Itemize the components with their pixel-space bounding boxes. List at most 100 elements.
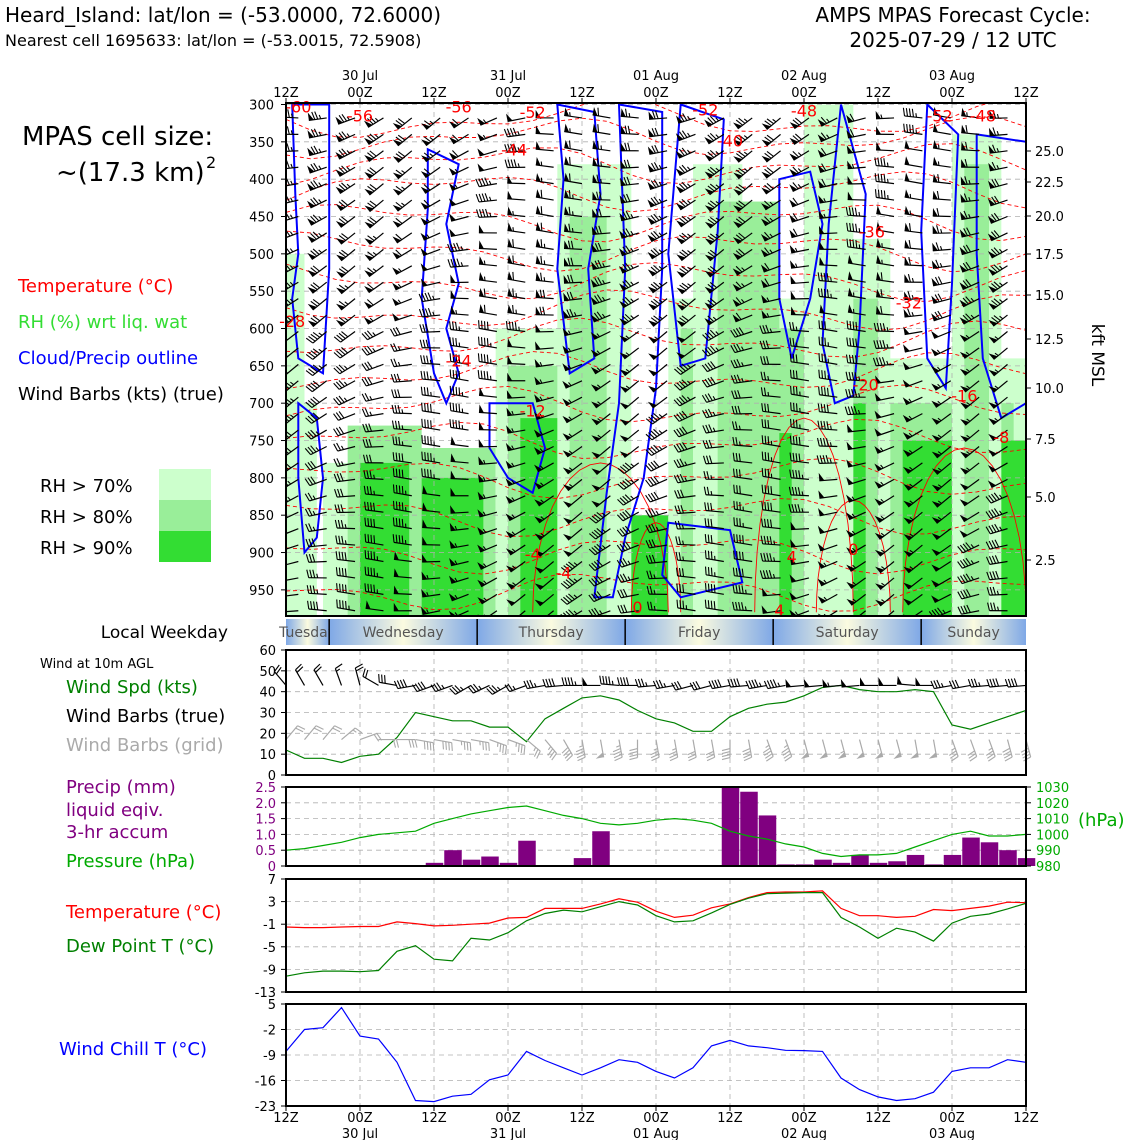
wind-ytick-label: 40: [259, 686, 276, 701]
barb-flag: [361, 363, 367, 371]
wind-barb: [932, 156, 951, 168]
barb-flag: [738, 551, 741, 560]
barb-flag: [624, 125, 628, 134]
wind-barb: [619, 176, 639, 187]
barb-flag: [341, 347, 348, 354]
barb-flag: [651, 128, 656, 137]
barb-pennant: [647, 146, 655, 155]
wind-barb: [286, 608, 299, 613]
profile-legend-label: Temperature (°C): [17, 276, 173, 297]
wind-barb: [535, 272, 554, 283]
temp-ytick-label: 7: [268, 873, 276, 888]
barb-flag: [367, 518, 370, 527]
wind-barb: [449, 337, 469, 349]
barb-half: [915, 113, 917, 118]
barb-flag: [625, 245, 631, 253]
barb-flag: [312, 569, 316, 578]
wind-barb: [591, 478, 611, 492]
barb-pennant: [563, 501, 572, 508]
barb-pennant: [893, 752, 902, 760]
barb-flag: [366, 345, 373, 354]
barb-pennant: [619, 195, 626, 204]
wind-barb: [419, 339, 441, 349]
wind-barb: [562, 308, 583, 319]
barb-flag: [423, 355, 426, 364]
wind-barb: [364, 265, 384, 278]
barb-pennant: [819, 752, 828, 760]
barb-half: [569, 483, 573, 488]
barb-flag: [484, 193, 489, 202]
barb-pennant: [479, 387, 484, 396]
barb-half: [645, 682, 648, 687]
barb-flag: [789, 369, 792, 378]
barb-flag: [286, 381, 292, 388]
wind-barb: [336, 599, 356, 612]
barb-pennant: [790, 260, 797, 269]
barb-pennant: [535, 323, 541, 332]
barb-pennant: [591, 500, 601, 507]
barb-flag: [561, 677, 565, 686]
barb-pennant: [961, 107, 967, 117]
barb-half: [482, 528, 487, 533]
barb-flag: [395, 484, 398, 494]
barb-staff: [423, 232, 441, 241]
barb-pennant: [507, 304, 513, 314]
barb-flag: [569, 291, 574, 300]
precip-pressure-panel: 00.51.01.52.02.59809901000101010201030(h…: [66, 777, 1125, 875]
barb-staff: [365, 445, 384, 448]
wind-barb: [390, 358, 412, 368]
temperature-contour-label: -32: [896, 293, 922, 312]
barb-flag: [479, 209, 483, 218]
wind-barb: [745, 679, 768, 690]
barb-half: [743, 151, 748, 156]
wind-barb: [904, 222, 923, 234]
wind-barb: [307, 314, 328, 328]
barb-pennant: [800, 752, 809, 760]
wind-barb: [564, 206, 583, 218]
wind-barb: [336, 583, 356, 595]
barb-flag: [599, 191, 602, 200]
barb-flag: [334, 519, 338, 529]
barb-half: [658, 430, 663, 434]
wind-legend-label: Wind Barbs (true): [66, 706, 225, 727]
barb-pennant: [903, 326, 910, 335]
barb-staff: [652, 347, 668, 360]
top-hour-label: 12Z: [717, 86, 743, 101]
barb-flag: [482, 741, 484, 750]
barb-flag: [277, 574, 280, 581]
barb-flag: [617, 590, 622, 598]
barb-flag: [650, 414, 658, 421]
barb-half: [432, 311, 435, 316]
barb-flag: [447, 243, 452, 252]
barb-pennant: [449, 213, 456, 222]
wind-barb: [647, 144, 668, 155]
wind-barb: [620, 159, 639, 169]
barb-pennant: [563, 534, 573, 541]
barb-flag: [883, 174, 886, 183]
barb-flag: [766, 680, 772, 689]
barb-pennant: [307, 183, 315, 191]
barb-pennant: [904, 205, 910, 215]
barb-flag: [570, 677, 574, 686]
wind-barb: [391, 389, 412, 399]
barb-half: [512, 211, 514, 216]
barb-flag: [305, 523, 310, 532]
barb-pennant: [535, 157, 541, 166]
kft-tick-label: 22.5: [1035, 176, 1064, 191]
barb-flag: [936, 190, 940, 200]
barb-half: [482, 134, 487, 139]
barb-flag: [608, 676, 611, 685]
wind-barb: [421, 418, 441, 431]
barb-flag: [367, 550, 370, 559]
barb-half: [772, 118, 777, 123]
barb-half: [739, 441, 741, 446]
barb-flag: [591, 608, 597, 616]
barb-pennant: [563, 517, 573, 524]
barb-flag: [951, 680, 957, 689]
wind-barb: [590, 330, 611, 340]
barb-flag: [563, 565, 571, 572]
barb-flag: [619, 481, 627, 489]
wind-barb: [392, 216, 413, 228]
barb-flag: [512, 239, 514, 248]
temperature-contour-label: -52: [520, 103, 546, 122]
